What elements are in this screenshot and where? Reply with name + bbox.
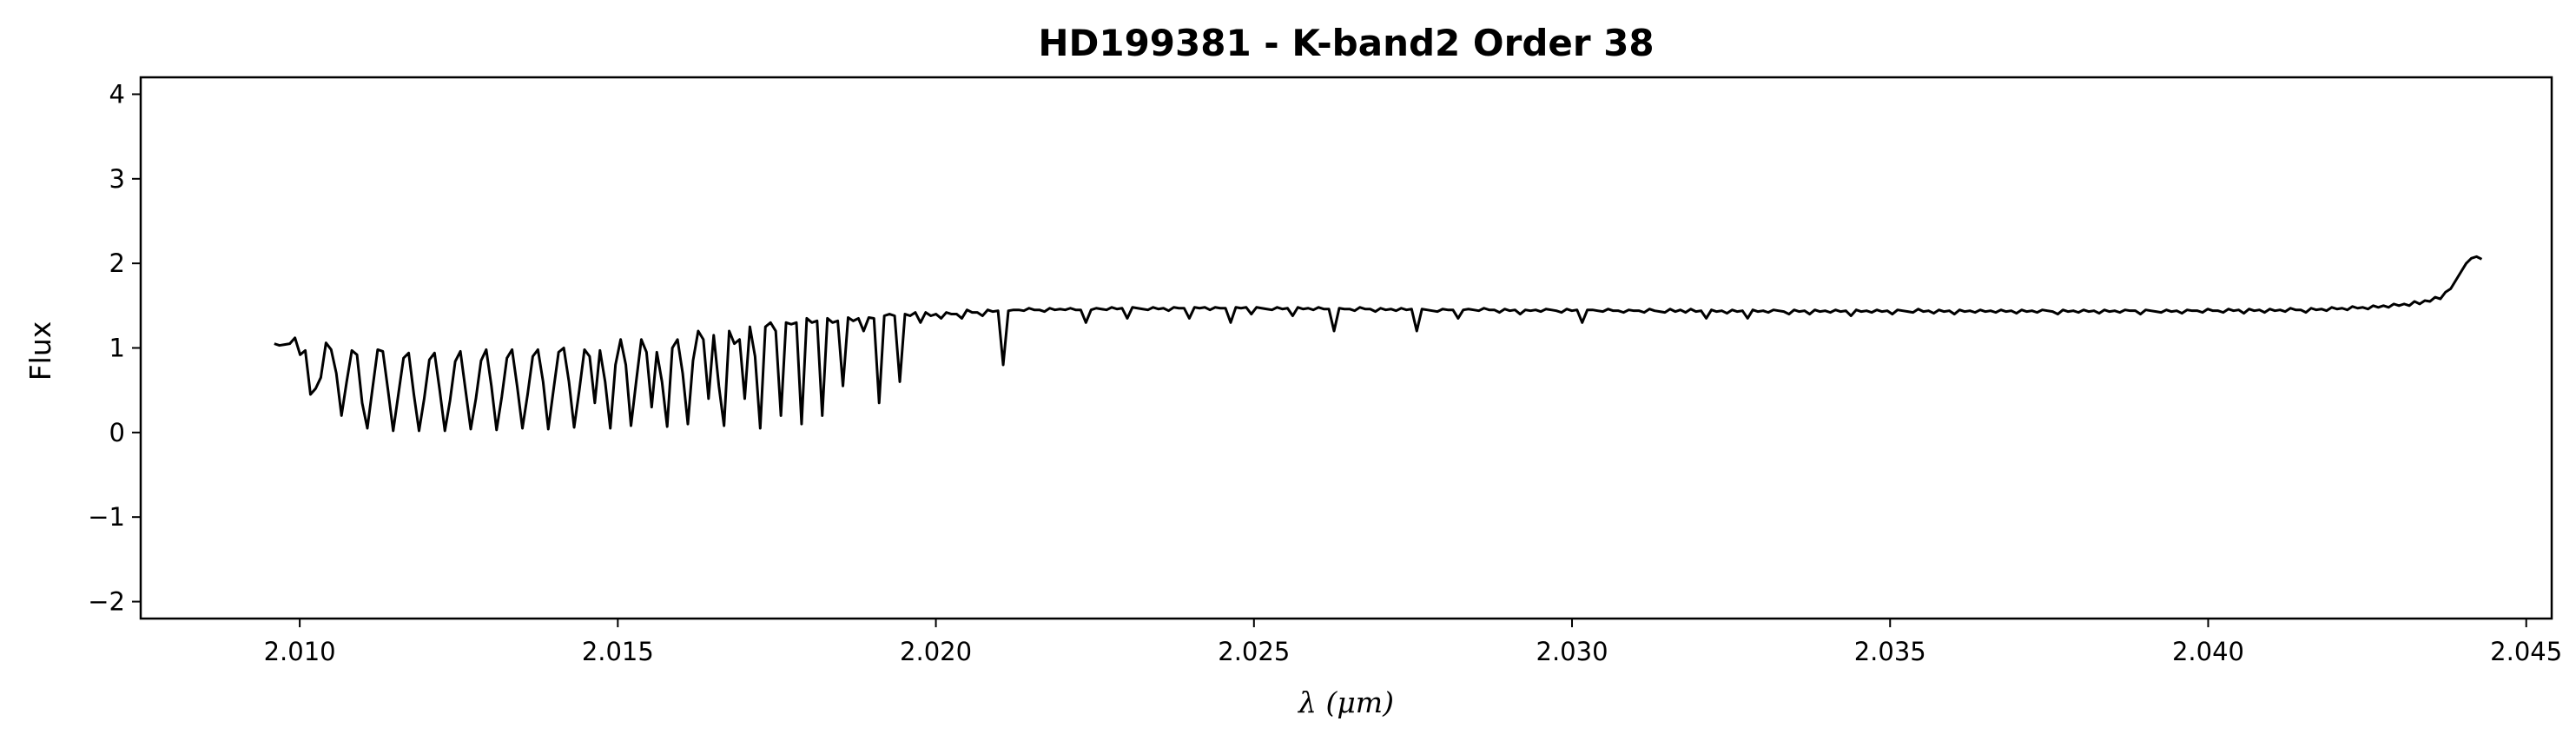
y-tick-label: −2 xyxy=(88,587,125,617)
y-tick-label: 2 xyxy=(109,248,125,278)
x-axis-label: λ (μm) xyxy=(1297,685,1394,719)
y-axis-label: Flux xyxy=(23,321,57,381)
y-axis-ticks: −2 −1 0 1 2 3 4 xyxy=(88,79,141,617)
x-tick-label: 2.030 xyxy=(1536,637,1608,666)
x-tick-label: 2.025 xyxy=(1218,637,1290,666)
x-tick-label: 2.040 xyxy=(2172,637,2244,666)
chart-title: HD199381 - K-band2 Order 38 xyxy=(1038,22,1654,64)
y-tick-label: 1 xyxy=(109,334,125,363)
x-tick-label: 2.015 xyxy=(582,637,654,666)
y-tick-label: 4 xyxy=(109,79,125,109)
x-axis-ticks: 2.010 2.015 2.020 2.025 2.030 2.035 2.040 2.045 xyxy=(264,619,2562,666)
plot-frame xyxy=(139,76,2553,620)
flux-series-line xyxy=(274,255,2483,433)
x-tick-label: 2.020 xyxy=(900,637,972,666)
y-tick-label: 0 xyxy=(109,418,125,447)
x-tick-label: 2.035 xyxy=(1854,637,1926,666)
plot-area xyxy=(274,255,2483,433)
y-tick-label: 3 xyxy=(109,164,125,194)
x-tick-label: 2.045 xyxy=(2490,637,2562,666)
x-tick-label: 2.010 xyxy=(264,637,336,666)
y-tick-label: −1 xyxy=(88,502,125,532)
